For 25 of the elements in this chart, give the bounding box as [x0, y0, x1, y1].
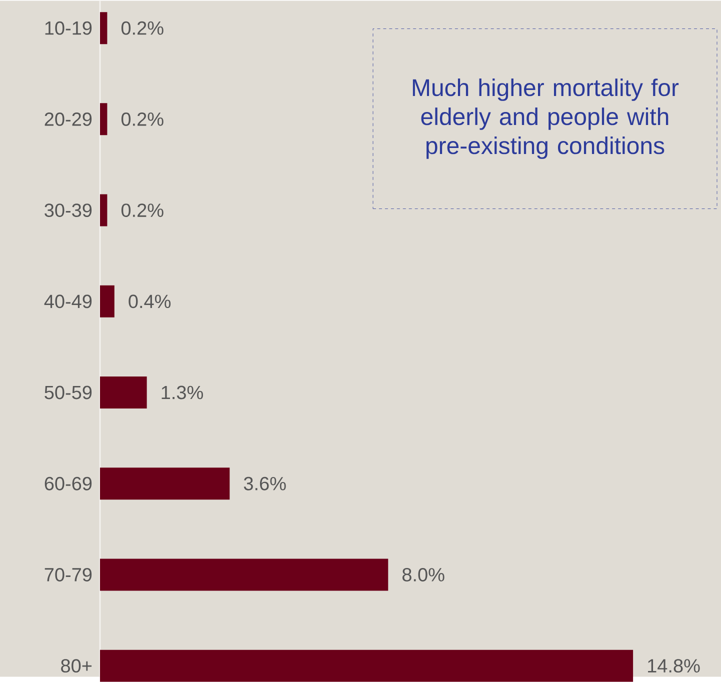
y-tick-label: 50-59: [44, 386, 92, 400]
data-label: 0.2%: [121, 21, 164, 35]
bar: [100, 194, 108, 226]
bar: [100, 650, 634, 682]
y-tick-label: 10-19: [45, 21, 92, 35]
y-tick-label: 80+: [61, 659, 92, 673]
bar: [100, 103, 108, 136]
data-label: 0.4%: [128, 294, 171, 308]
data-label: 0.2%: [121, 112, 164, 126]
bar: [100, 376, 147, 409]
data-label: 0.2%: [121, 204, 164, 218]
data-label: 8.0%: [402, 568, 444, 582]
bar: [100, 285, 114, 318]
y-tick-label: 70-79: [44, 568, 92, 582]
y-tick-label: 60-69: [44, 476, 92, 490]
data-label: 14.8%: [648, 659, 700, 673]
y-tick-label: 20-29: [44, 112, 92, 126]
data-label: 1.3%: [162, 386, 203, 400]
data-label: 3.6%: [244, 476, 286, 490]
y-tick-label: 30-39: [44, 204, 92, 218]
bar: [100, 558, 388, 591]
bar: [100, 12, 108, 44]
y-tick-label: 40-49: [44, 294, 92, 308]
annotation: Much higher mortality for elderly and people with pre-existing conditions: [412, 78, 679, 160]
bar: [100, 468, 230, 500]
